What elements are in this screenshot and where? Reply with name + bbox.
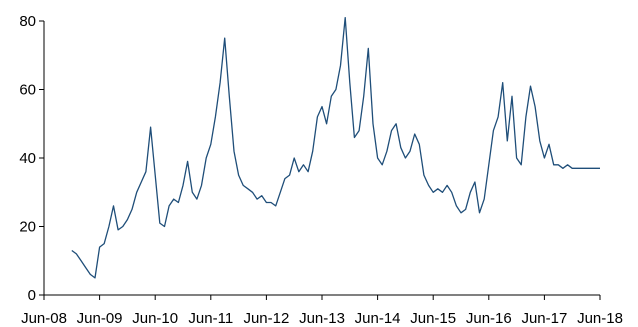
x-tick-label: Jun-09 <box>77 310 123 327</box>
x-tick-label: Jun-16 <box>466 310 512 327</box>
y-tick-label: 80 <box>19 13 36 30</box>
x-tick-label: Jun-11 <box>188 310 233 327</box>
y-tick-label: 40 <box>19 150 36 167</box>
x-tick-label: Jun-08 <box>21 310 67 327</box>
series-line <box>71 16 600 279</box>
x-tick-label: Jun-13 <box>299 310 345 327</box>
y-axis-ticks: 0 20 40 60 80 <box>19 13 44 304</box>
x-axis-ticks: Jun-08 Jun-09 Jun-10 Jun-11 Jun-12 Jun-13 Jun-… <box>21 295 623 327</box>
x-tick-label: Jun-18 <box>577 310 623 327</box>
x-tick-label: Jun-14 <box>355 310 401 327</box>
x-tick-label: Jun-10 <box>132 310 178 327</box>
y-tick-label: 20 <box>19 219 36 236</box>
x-tick-label: Jun-15 <box>410 310 456 327</box>
series-layer <box>71 16 600 279</box>
x-tick-label: Jun-12 <box>243 310 289 327</box>
y-tick-label: 60 <box>19 82 36 99</box>
y-tick-label: 0 <box>28 287 36 304</box>
x-tick-label: Jun-17 <box>521 310 567 327</box>
